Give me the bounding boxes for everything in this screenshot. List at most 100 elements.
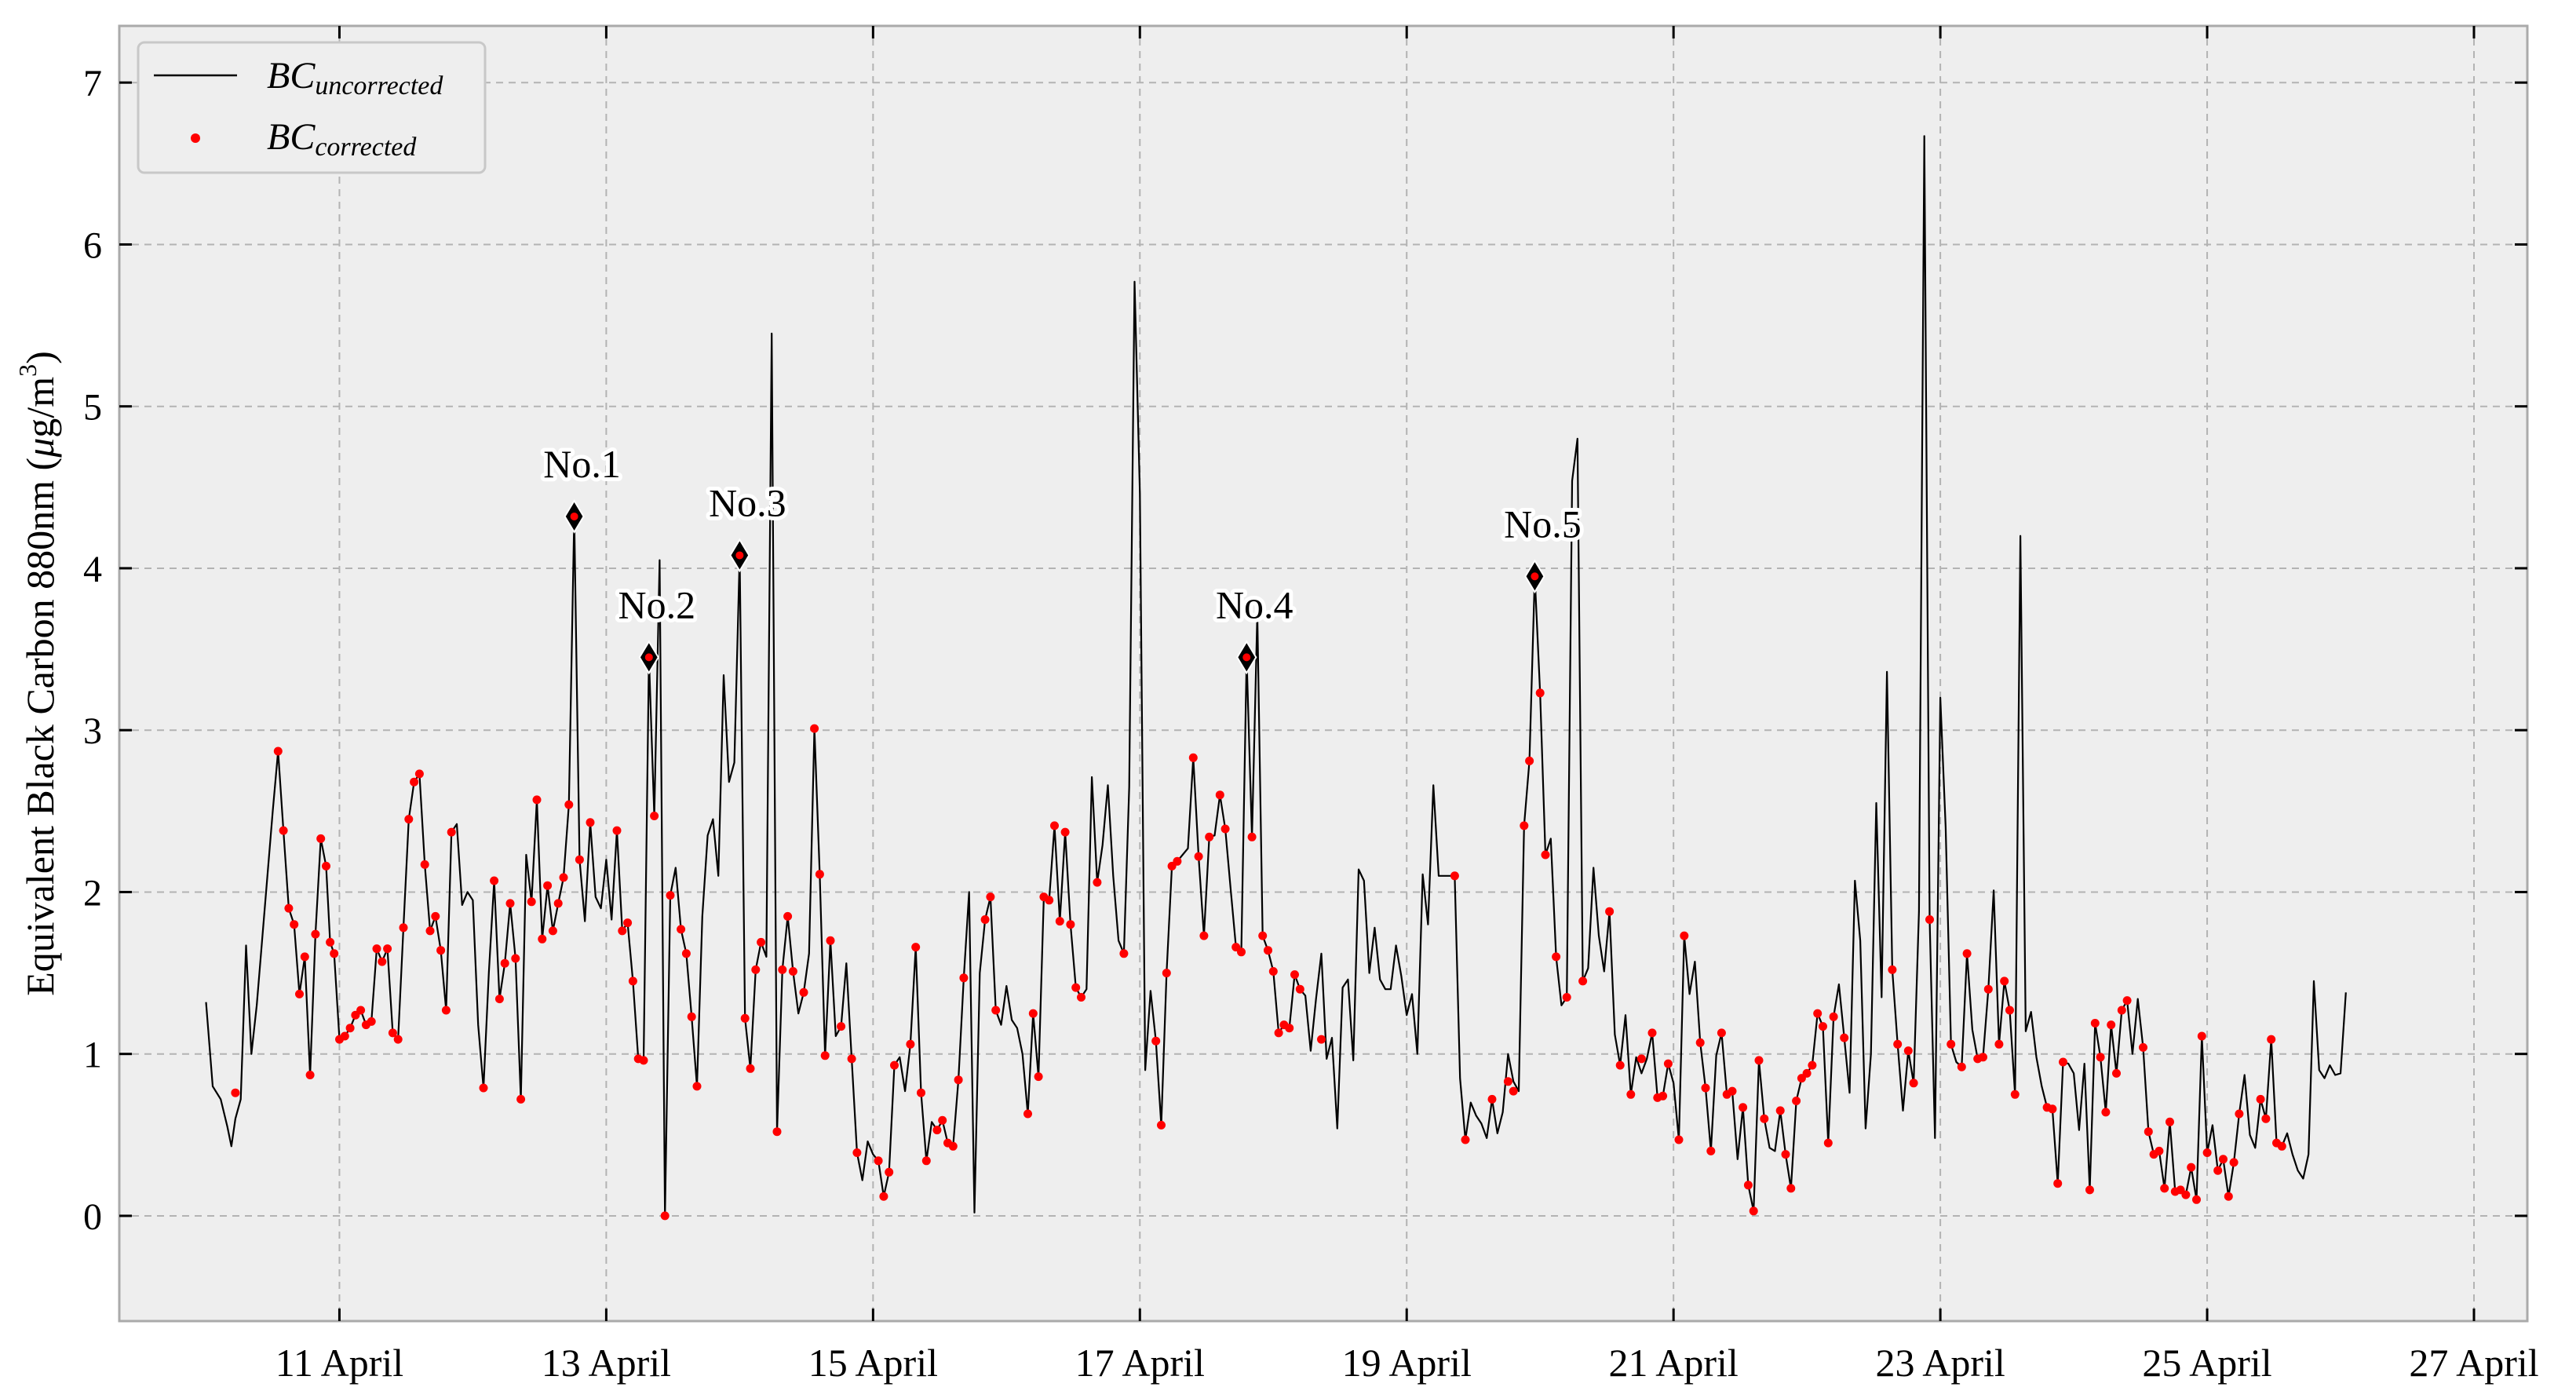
- series-point-bc-corrected: [1461, 1135, 1470, 1144]
- series-point-bc-corrected: [393, 1035, 403, 1044]
- series-point-bc-corrected: [772, 1127, 782, 1137]
- series-point-bc-corrected: [692, 1082, 702, 1091]
- series-point-bc-corrected: [666, 891, 675, 900]
- annotation-label: No.3: [709, 480, 786, 524]
- series-layer: [205, 135, 2347, 1221]
- series-point-bc-corrected: [740, 1013, 750, 1023]
- series-point-bc-corrected: [1626, 1090, 1636, 1099]
- series-point-bc-corrected: [2144, 1127, 2153, 1137]
- series-point-bc-corrected: [2122, 996, 2132, 1006]
- series-point-bc-corrected: [1205, 832, 1214, 841]
- series-point-bc-corrected: [1258, 931, 1268, 940]
- series-point-bc-corrected: [2090, 1019, 2100, 1028]
- series-point-bc-corrected: [494, 995, 504, 1004]
- x-tick-label: 23 April: [1875, 1341, 2005, 1385]
- y-tick-label: 3: [83, 710, 102, 752]
- series-point-bc-corrected: [1188, 753, 1198, 762]
- y-tick-label: 1: [83, 1035, 102, 1076]
- y-tick-label: 4: [83, 549, 102, 590]
- series-point-bc-corrected: [959, 973, 969, 983]
- series-point-bc-corrected: [2053, 1179, 2063, 1188]
- series-point-bc-corrected: [847, 1054, 856, 1064]
- series-point-bc-corrected: [2213, 1166, 2223, 1175]
- y-tick-label: 6: [83, 224, 102, 266]
- series-point-bc-corrected: [1792, 1097, 1801, 1105]
- series-point-bc-corrected: [1819, 1022, 1827, 1031]
- series-point-bc-corrected: [938, 1115, 947, 1125]
- series-point-bc-corrected: [511, 954, 520, 963]
- y-axis-label-main: Equivalent Black Carbon 880nm (: [18, 458, 62, 996]
- series-point-bc-corrected: [399, 923, 408, 933]
- series-point-bc-corrected: [367, 1017, 376, 1026]
- series-point-bc-corrected: [1093, 878, 1102, 887]
- series-point-bc-corrected: [2197, 1031, 2206, 1041]
- series-point-bc-corrected: [2166, 1117, 2174, 1126]
- series-point-bc-corrected: [1749, 1206, 1758, 1216]
- series-point-bc-corrected: [1578, 976, 1588, 986]
- series-point-bc-corrected: [548, 926, 557, 936]
- series-point-bc-corrected: [820, 1051, 830, 1060]
- series-point-bc-corrected: [1119, 949, 1129, 958]
- series-point-bc-corrected: [852, 1148, 862, 1157]
- series-point-bc-corrected: [1028, 1009, 1038, 1018]
- y-axis-label-close: ): [18, 351, 62, 364]
- series-point-bc-corrected: [1728, 1086, 1737, 1096]
- x-tick-label: 17 April: [1075, 1341, 1205, 1385]
- series-point-bc-corrected: [1077, 993, 1085, 1002]
- series-point-bc-corrected: [2261, 1114, 2271, 1123]
- series-point-bc-corrected: [885, 1167, 894, 1177]
- series-point-bc-corrected: [1706, 1146, 1716, 1155]
- series-line-bc-uncorrected: [205, 135, 2347, 1217]
- series-point-bc-corrected: [1695, 1038, 1705, 1047]
- series-point-bc-corrected: [1535, 688, 1545, 698]
- x-tick-label: 25 April: [2142, 1341, 2271, 1385]
- series-point-bc-corrected: [677, 925, 686, 934]
- series-point-bc-corrected: [826, 936, 835, 945]
- series-point-bc-corrected: [1151, 1036, 1161, 1046]
- series-point-bc-corrected: [660, 1211, 670, 1221]
- series-point-bc-corrected: [2256, 1094, 2265, 1104]
- series-point-bc-corrected: [1562, 993, 1571, 1002]
- series-point-bc-corrected: [305, 1071, 315, 1079]
- series-point-bc-corrected: [1962, 949, 1972, 958]
- annotation-marker-dot: [735, 551, 744, 560]
- series-point-bc-corrected: [553, 899, 563, 908]
- y-tick-label: 0: [83, 1196, 102, 1238]
- series-point-bc-corrected: [290, 920, 299, 929]
- series-point-bc-corrected: [1055, 917, 1064, 926]
- y-axis-label-exp: 3: [13, 364, 42, 377]
- grid-lines: [119, 26, 2527, 1321]
- series-point-bc-corrected: [2277, 1141, 2286, 1151]
- series-point-bc-corrected: [1893, 1039, 1903, 1049]
- series-point-bc-corrected: [954, 1075, 963, 1085]
- series-point-bc-corrected: [2117, 1006, 2126, 1015]
- annotation-label: No.2: [618, 582, 695, 626]
- series-point-bc-corrected: [1701, 1083, 1710, 1093]
- series-point-bc-corrected: [1680, 931, 1689, 940]
- series-point-bc-corrected: [441, 1006, 451, 1015]
- series-point-bc-corrected: [1050, 821, 1059, 830]
- y-tick-label: 7: [83, 63, 102, 104]
- series-point-bc-corrected: [681, 949, 691, 958]
- series-point-bc-corrected: [311, 929, 320, 939]
- y-tick-label: 2: [83, 872, 102, 914]
- series-point-bc-corrected: [231, 1088, 240, 1097]
- x-tick-label: 21 April: [1609, 1341, 1739, 1385]
- series-point-bc-corrected: [1925, 915, 1934, 924]
- series-point-bc-corrected: [1034, 1072, 1043, 1082]
- series-point-bc-corrected: [1268, 967, 1278, 976]
- plot-panel: [118, 24, 2529, 1323]
- series-point-bc-corrected: [404, 815, 414, 824]
- series-point-bc-corrected: [1509, 1086, 1518, 1096]
- series-point-bc-corrected: [505, 899, 515, 908]
- series-point-bc-corrected: [378, 957, 387, 966]
- series-point-bc-corrected: [383, 944, 392, 954]
- series-point-bc-corrected: [330, 949, 339, 958]
- series-point-bc-corrected: [2229, 1158, 2238, 1167]
- series-point-bc-corrected: [1947, 1039, 1956, 1049]
- series-point-bc-corrected: [1295, 984, 1304, 994]
- series-point-bc-corrected: [586, 818, 595, 827]
- series-point-bc-corrected: [2224, 1192, 2233, 1201]
- series-point-bc-corrected: [420, 860, 429, 869]
